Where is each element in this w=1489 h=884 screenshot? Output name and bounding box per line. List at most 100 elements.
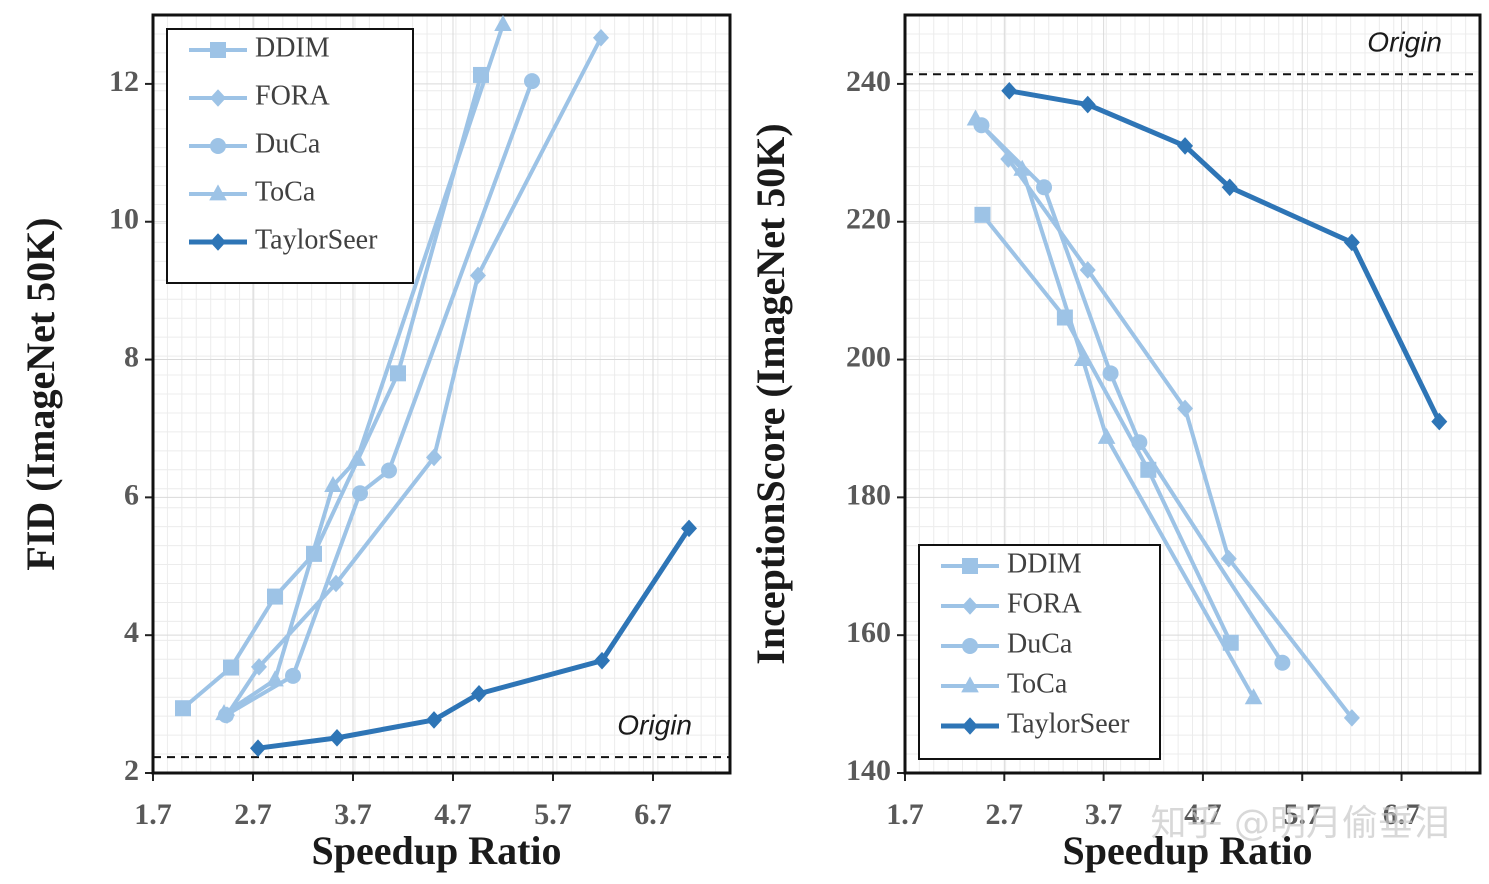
marker [348, 449, 366, 466]
marker [1131, 434, 1148, 451]
marker [961, 676, 979, 693]
y-tick-label: 10 [109, 203, 139, 236]
x-tick-label: 5.7 [534, 798, 572, 831]
x-tick-label: 3.7 [1085, 798, 1123, 831]
series-line [1008, 88, 1442, 423]
marker [962, 638, 978, 654]
y-tick-label: 180 [846, 478, 891, 511]
x-axis-label: Speedup Ratio [311, 828, 561, 873]
legend-box [918, 544, 1161, 760]
marker [1079, 261, 1096, 279]
legend-label: TaylorSeer [1007, 708, 1130, 739]
x-tick-label: 4.7 [1184, 798, 1222, 831]
marker [267, 588, 283, 605]
marker [250, 739, 266, 757]
y-tick-label: 140 [846, 754, 891, 787]
marker [471, 684, 487, 703]
marker [209, 184, 227, 201]
marker [1177, 399, 1194, 418]
marker [962, 717, 978, 735]
marker [524, 73, 540, 90]
marker [381, 462, 397, 479]
y-tick-label: 160 [846, 616, 891, 649]
plot-frame [151, 13, 732, 775]
marker [1221, 178, 1238, 197]
series-line [257, 526, 692, 751]
marker [210, 233, 226, 251]
legend-label: TaylorSeer [255, 224, 378, 255]
y-axis-label: FID (ImageNet 50K) [18, 217, 63, 570]
marker [329, 729, 345, 747]
y-tick-label: 240 [846, 65, 891, 98]
marker [1013, 159, 1031, 176]
plot-frame [903, 13, 1482, 775]
marker [266, 670, 284, 687]
marker [593, 28, 609, 47]
marker [1177, 137, 1194, 155]
marker [324, 476, 342, 493]
marker [1097, 427, 1116, 444]
marker [426, 448, 442, 467]
series-line [225, 36, 603, 717]
y-axis-label: InceptionScore (ImageNet 50K) [748, 123, 793, 664]
marker [966, 109, 985, 126]
marker [1274, 654, 1291, 671]
y-tick-label: 4 [124, 616, 139, 649]
marker [1001, 82, 1018, 100]
marker [1102, 365, 1119, 382]
marker [470, 266, 486, 285]
marker [594, 651, 610, 670]
legend-label: FORA [255, 80, 330, 111]
marker [1220, 549, 1237, 568]
marker [223, 659, 239, 676]
legend-label: DDIM [255, 32, 330, 63]
marker [1036, 179, 1053, 196]
marker [210, 89, 226, 107]
marker [1073, 349, 1092, 366]
y-tick-label: 8 [124, 340, 139, 373]
origin-label: Origin [1367, 27, 1442, 58]
legend-label: FORA [1007, 588, 1082, 619]
marker [426, 711, 442, 729]
x-tick-label: 5.7 [1283, 798, 1321, 831]
marker [494, 15, 512, 32]
x-axis-label: Speedup Ratio [1062, 828, 1312, 873]
marker [328, 574, 344, 593]
x-tick-label: 1.7 [886, 798, 924, 831]
marker [681, 519, 697, 538]
y-tick-label: 200 [846, 340, 891, 373]
y-tick-label: 220 [846, 203, 891, 236]
x-tick-label: 6.7 [1383, 798, 1421, 831]
marker [1343, 233, 1360, 252]
y-tick-label: 2 [124, 754, 139, 787]
marker [251, 658, 267, 676]
x-tick-label: 4.7 [434, 798, 472, 831]
marker [974, 206, 991, 223]
x-tick-label: 6.7 [634, 798, 672, 831]
x-tick-label: 2.7 [234, 798, 272, 831]
marker [175, 700, 191, 717]
marker [962, 597, 978, 615]
marker [352, 485, 368, 502]
marker [1244, 688, 1263, 705]
legend-label: ToCa [1007, 668, 1068, 699]
x-tick-label: 2.7 [986, 798, 1024, 831]
marker [210, 138, 226, 154]
marker [210, 42, 226, 58]
marker [1343, 709, 1360, 727]
legend-label: ToCa [255, 176, 316, 207]
y-tick-label: 6 [124, 478, 139, 511]
watermark: 知乎 @明月偷垂泪 [1151, 803, 1450, 844]
marker [1000, 150, 1017, 168]
x-tick-label: 3.7 [334, 798, 372, 831]
origin-label: Origin [617, 710, 692, 741]
marker [1079, 95, 1096, 114]
y-tick-label: 12 [109, 65, 139, 98]
marker [215, 704, 233, 721]
legend-label: DDIM [1007, 548, 1082, 579]
marker [390, 365, 406, 382]
marker [962, 558, 978, 574]
legend-label: DuCa [255, 128, 321, 159]
legend-label: DuCa [1007, 628, 1073, 659]
